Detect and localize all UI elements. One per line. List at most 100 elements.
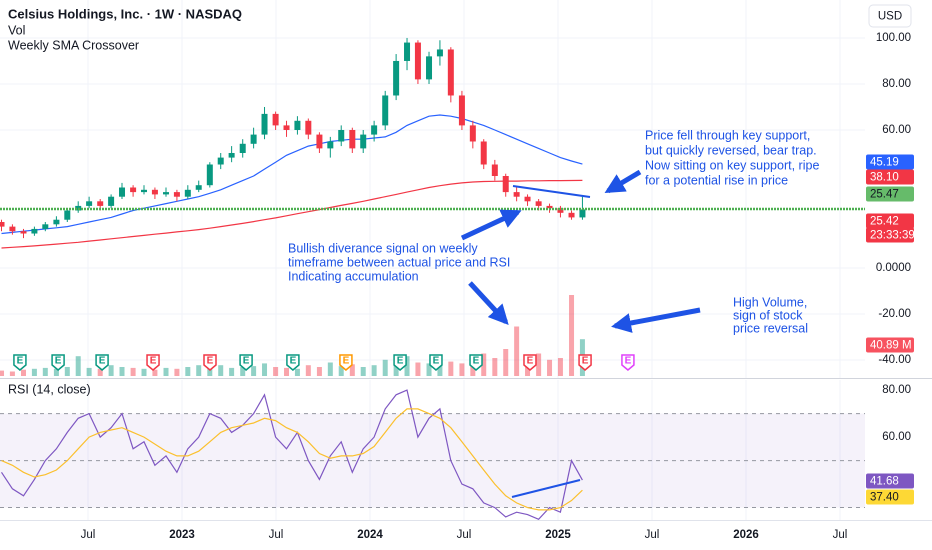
volume-bar [448, 361, 454, 376]
candle-body [546, 205, 553, 209]
volume-bar [316, 367, 322, 376]
x-tick-label: Jul [645, 529, 660, 541]
earnings-label: E [343, 356, 350, 367]
volume-bar [218, 365, 224, 376]
volume-bar [0, 370, 5, 376]
earnings-label: E [473, 356, 480, 367]
x-tick-label: Jul [269, 529, 284, 541]
volume-bar [415, 362, 421, 376]
volume-bar [492, 358, 498, 376]
volume-bar [174, 368, 180, 376]
rsi-title: RSI (14, close) [8, 382, 91, 396]
earnings-label: E [243, 356, 250, 367]
candle-body [108, 196, 115, 206]
annotation: Indicating accumulation [288, 269, 419, 283]
candle-body [393, 60, 400, 96]
candle-body [119, 187, 126, 197]
rsi-trendline [511, 479, 581, 498]
candle-body [436, 49, 443, 57]
annotation: price reversal [733, 321, 808, 335]
earnings-icon [95, 354, 109, 371]
y-tick-label: 60.00 [882, 431, 911, 443]
earnings-icon [13, 354, 27, 371]
volume-bar [305, 365, 311, 376]
volume-bar [481, 353, 487, 376]
candle-body [86, 201, 93, 206]
earnings-icon [523, 354, 537, 371]
candle-body [491, 164, 498, 177]
candle-body [305, 120, 312, 135]
volume-bar [514, 326, 520, 376]
volume-bar [64, 367, 70, 376]
earnings-icon [469, 354, 483, 371]
volume-bar [53, 368, 59, 376]
volume-bar [459, 363, 465, 376]
candle-body [349, 129, 356, 149]
volume-bar [404, 356, 410, 376]
y-tick-label: 80.00 [882, 78, 911, 90]
volume-bar [327, 362, 333, 376]
candle-body [272, 113, 279, 126]
candle-body [217, 157, 224, 165]
candle-body [371, 125, 378, 135]
price-badge [866, 337, 914, 353]
earnings-label: E [433, 356, 440, 367]
earnings-icon [146, 354, 160, 371]
candle-body [557, 208, 564, 213]
volume-bar [97, 368, 103, 376]
volume-bar [382, 359, 388, 376]
earnings-label: E [207, 356, 214, 367]
sma-line [1, 114, 583, 235]
candle-body [53, 219, 60, 225]
volume-bar [21, 369, 27, 376]
candle-body [141, 189, 148, 193]
volume-bar [163, 367, 169, 376]
volume-bar [569, 295, 575, 376]
candle-body [502, 176, 509, 193]
price-badge [866, 489, 914, 505]
currency[interactable]: USD [878, 11, 902, 23]
earnings-label: E [625, 356, 632, 367]
rsi-ma-line [1, 408, 583, 511]
candle-body [513, 192, 520, 197]
volume-bar [251, 366, 257, 376]
y-tick-label: 60.00 [882, 124, 911, 136]
earnings-icon [339, 354, 353, 371]
volume-bar [437, 365, 443, 376]
volume-bar [393, 361, 399, 376]
earnings-label: E [582, 356, 589, 367]
volume-bar [349, 364, 355, 376]
x-tick-label: Jul [81, 529, 96, 541]
x-tick-label: Jul [833, 529, 848, 541]
volume-bar [503, 349, 509, 376]
volume-bar [284, 367, 290, 376]
candle-body [327, 141, 334, 149]
volume-bar [557, 358, 563, 376]
annotation: Now sitting on key support, ripe [645, 158, 819, 172]
price-badge [866, 213, 914, 229]
candle-body [163, 192, 170, 195]
candle-body [228, 152, 235, 158]
earnings-label: E [17, 356, 24, 367]
chart-title: Celsius Holdings, Inc. · 1W · NASDAQ [8, 6, 242, 21]
price-trendline [512, 185, 591, 198]
price-badge [866, 186, 914, 202]
earnings-icon [393, 354, 407, 371]
legend-item: Weekly SMA Crossover [8, 38, 139, 52]
annotation: Bullish diverance signal on weekly [288, 241, 478, 255]
arrow [468, 281, 509, 325]
volume-bar [75, 356, 81, 376]
price-badge [866, 169, 914, 185]
earnings-icon [51, 354, 65, 371]
candle-body [9, 226, 16, 232]
volume-bar [42, 367, 48, 376]
earnings-icon [239, 354, 253, 371]
annotation: but quickly reversed, bear trap. [645, 143, 817, 157]
arrow [604, 169, 642, 194]
currency-button[interactable] [868, 4, 912, 28]
earnings-label: E [397, 356, 404, 367]
legend-item: Vol [8, 23, 25, 37]
candle-body [316, 134, 323, 149]
candle-body [360, 134, 367, 149]
